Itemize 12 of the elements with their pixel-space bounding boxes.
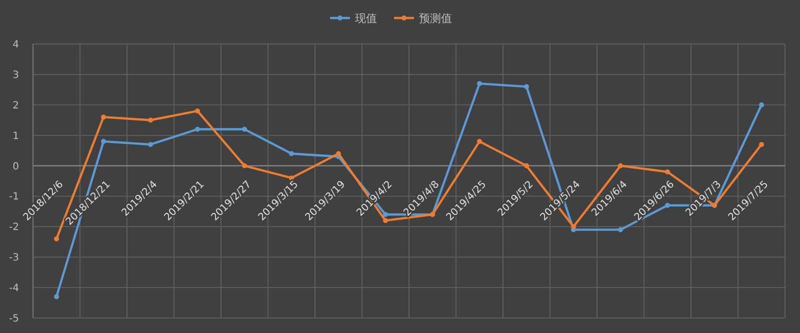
y-tick-label: -3 xyxy=(9,252,19,264)
legend-label: 现值 xyxy=(355,12,377,25)
y-tick-label: -5 xyxy=(9,314,19,324)
y-tick-label: 3 xyxy=(12,70,19,81)
y-tick-label: -1 xyxy=(9,192,19,203)
y-tick-label: 2 xyxy=(12,100,19,112)
y-tick-label: -2 xyxy=(9,222,19,234)
y-tick-label: 0 xyxy=(12,161,19,172)
legend-label: 预测值 xyxy=(419,12,452,25)
y-tick-label: 4 xyxy=(12,40,19,50)
y-tick-label: -4 xyxy=(9,283,19,294)
y-tick-label: 1 xyxy=(12,130,19,142)
